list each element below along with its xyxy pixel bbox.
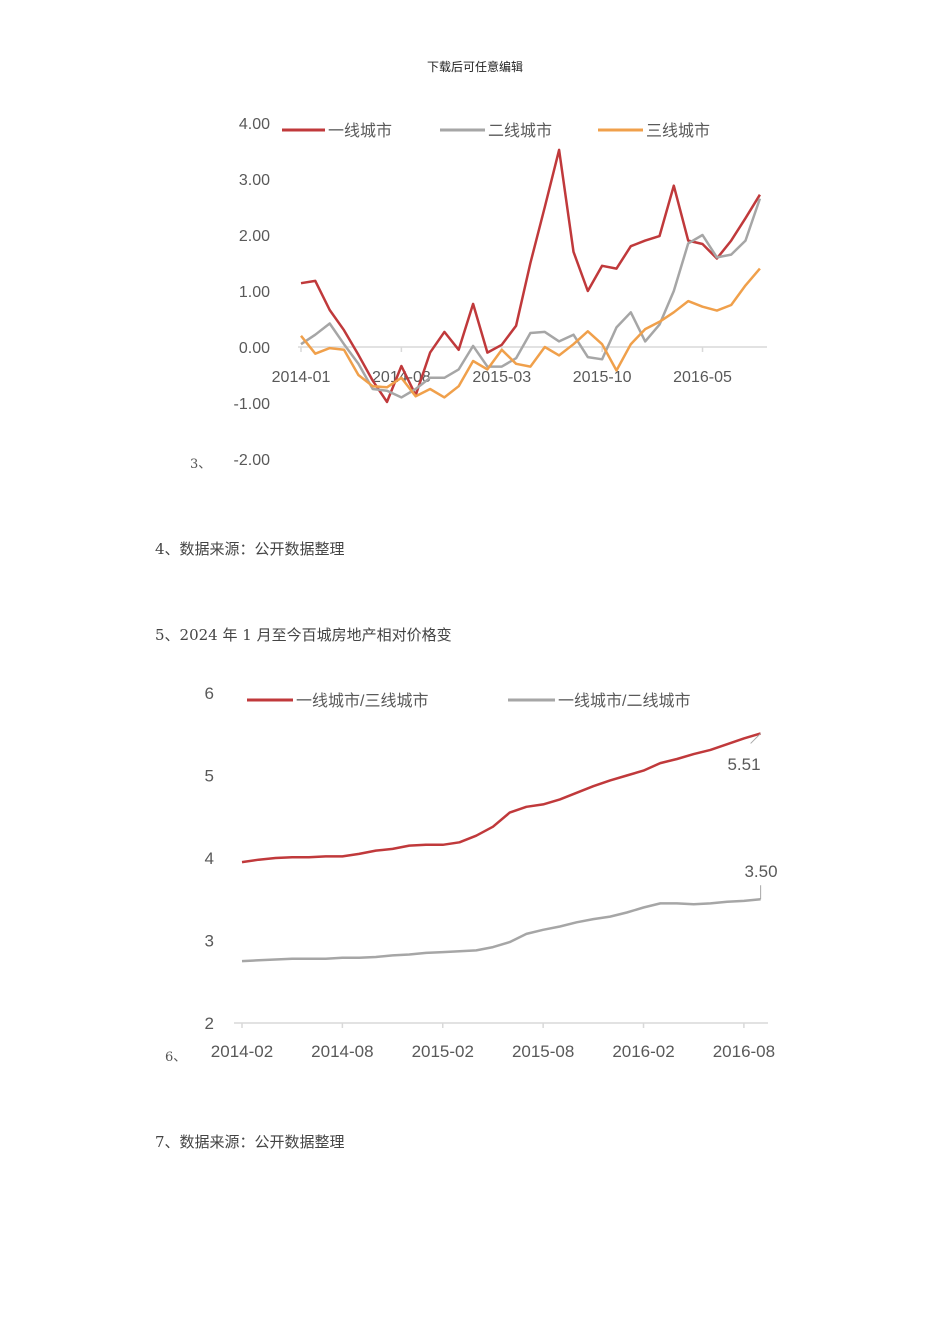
x-tick-label: 2015-02 bbox=[412, 1042, 474, 1061]
source-note-1: 4、数据来源：公开数据整理 bbox=[155, 540, 345, 558]
section-heading: 5、2024 年 1 月至今百城房地产相对价格变 bbox=[155, 626, 452, 644]
series-line bbox=[300, 267, 761, 399]
y-tick-label: 3 bbox=[205, 932, 214, 951]
data-label-leader bbox=[750, 733, 761, 744]
source-note-2: 7、数据来源：公开数据整理 bbox=[155, 1133, 345, 1151]
x-tick-label: 2016-02 bbox=[612, 1042, 674, 1061]
x-tick-label: 2016-05 bbox=[673, 369, 732, 386]
y-tick-label: 4.00 bbox=[239, 116, 270, 133]
y-tick-label: 3.00 bbox=[239, 172, 270, 189]
y-tick-label: 6 bbox=[205, 684, 214, 703]
y-tick-label: 2.00 bbox=[239, 228, 270, 245]
series-line bbox=[241, 898, 761, 963]
x-tick-label: 2015-10 bbox=[573, 369, 632, 386]
paragraph-3: 3、 bbox=[190, 457, 212, 472]
x-tick-label: 2014-02 bbox=[211, 1042, 273, 1061]
data-label: 3.50 bbox=[744, 862, 777, 881]
x-tick-label: 2014-01 bbox=[272, 369, 331, 386]
series-line bbox=[241, 732, 761, 864]
y-tick-label: 1.00 bbox=[239, 284, 270, 301]
y-tick-label: -1.00 bbox=[234, 396, 271, 413]
y-tick-label: 2 bbox=[205, 1014, 214, 1033]
legend-label: 二线城市 bbox=[488, 122, 552, 140]
legend-label: 一线城市/二线城市 bbox=[558, 692, 690, 710]
y-tick-label: 5 bbox=[205, 767, 214, 786]
legend-label: 三线城市 bbox=[646, 122, 710, 140]
legend-label: 一线城市 bbox=[328, 122, 392, 140]
data-label: 5.51 bbox=[727, 755, 760, 774]
legend-label: 一线城市/三线城市 bbox=[296, 692, 428, 710]
x-tick-label: 2015-08 bbox=[512, 1042, 574, 1061]
series-line bbox=[300, 148, 761, 404]
y-tick-label: 4 bbox=[205, 849, 214, 868]
chart-relative-price: 6 5 4 3 2 2014-02 2014-08 2015-02 2015-08 2016-02… bbox=[205, 684, 778, 1061]
y-tick-label: -2.00 bbox=[234, 452, 271, 469]
series-line bbox=[300, 198, 762, 399]
x-tick-label: 2014-08 bbox=[311, 1042, 373, 1061]
page-header: 下载后可任意编辑 bbox=[426, 60, 523, 74]
y-tick-label: 0.00 bbox=[239, 340, 270, 357]
x-tick-label: 2016-08 bbox=[713, 1042, 775, 1061]
paragraph-6: 6、 bbox=[165, 1050, 187, 1065]
chart-price-change: 4.00 3.00 2.00 1.00 0.00 -1.00 -2.00 2014-01 201… bbox=[234, 116, 767, 469]
x-tick-label: 2015-03 bbox=[472, 369, 531, 386]
